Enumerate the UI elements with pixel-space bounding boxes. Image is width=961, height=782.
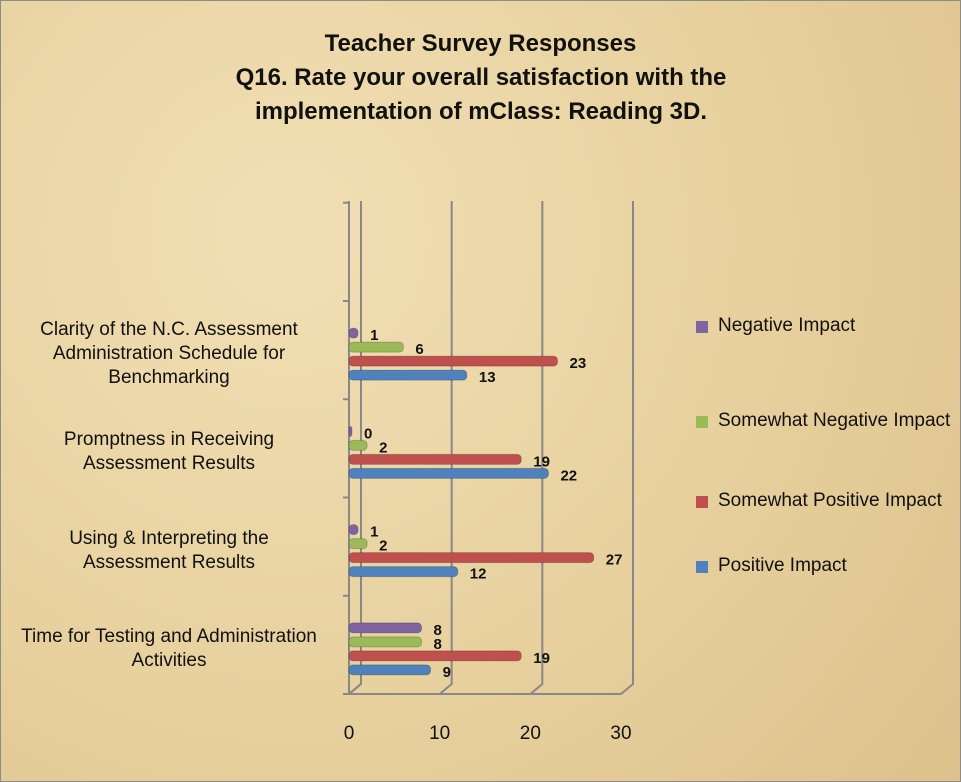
legend-entry: Negative Impact: [696, 311, 960, 341]
chart-subtitle: Q16. Rate your overall satisfaction with…: [235, 64, 727, 125]
legend-swatch: [696, 496, 708, 508]
bar: [348, 538, 368, 550]
x-tick-label: 10: [429, 723, 450, 744]
chart-title: Teacher Survey Responses: [324, 30, 637, 57]
category-label: Using & Interpreting the Assessment Resu…: [69, 527, 269, 573]
value-label: 19: [533, 453, 550, 470]
bar: [348, 636, 423, 648]
value-label: 2: [379, 538, 387, 555]
value-label: 13: [479, 369, 496, 386]
bar: [348, 453, 522, 465]
bar: [348, 664, 432, 676]
bar: [348, 524, 359, 536]
x-tick-label: 30: [610, 723, 631, 744]
grid-line: [620, 201, 634, 695]
value-label: 1: [370, 327, 378, 344]
legend-label: Positive Impact: [718, 555, 847, 576]
bar: [348, 425, 353, 437]
x-tick-label: 20: [520, 723, 541, 744]
value-label: 19: [533, 650, 550, 667]
bar: [348, 369, 468, 381]
legend-swatch: [696, 561, 708, 573]
legend-label: Somewhat Positive Impact: [718, 490, 942, 511]
bar: [348, 650, 522, 662]
bar: [348, 341, 404, 353]
value-label: 22: [560, 467, 577, 484]
bar: [348, 439, 368, 451]
value-label: 12: [470, 566, 487, 583]
value-label: 6: [415, 341, 423, 358]
value-label: 8: [434, 636, 442, 653]
bar: [348, 622, 423, 634]
x-tick-label: 0: [344, 723, 355, 744]
value-label: 9: [443, 664, 451, 681]
legend-entry: Positive Impact: [696, 551, 960, 581]
bar: [348, 566, 459, 578]
grid-line: [529, 201, 544, 695]
value-label: 27: [606, 552, 623, 569]
legend-entry: Somewhat Negative Impact: [696, 406, 960, 436]
value-label: 1: [370, 524, 378, 541]
category-label: Time for Testing and Administration Acti…: [21, 625, 317, 671]
legend-label: Somewhat Negative Impact: [718, 410, 951, 431]
value-label: 8: [434, 622, 442, 639]
bar: [348, 327, 359, 339]
legend-label: Negative Impact: [718, 315, 856, 336]
bar: [348, 355, 559, 367]
value-label: 2: [379, 439, 387, 456]
legend-entry: Somewhat Positive Impact: [696, 486, 960, 516]
bar: [348, 467, 549, 479]
value-label: 23: [570, 355, 587, 372]
legend-swatch: [696, 416, 708, 428]
category-label: Clarity of the N.C. Assessment Administr…: [40, 319, 298, 389]
value-label: 0: [364, 425, 372, 442]
grid-line: [439, 201, 453, 695]
legend-swatch: [696, 321, 708, 333]
category-label: Promptness in Receiving Assessment Resul…: [63, 429, 275, 475]
bar: [348, 552, 595, 564]
